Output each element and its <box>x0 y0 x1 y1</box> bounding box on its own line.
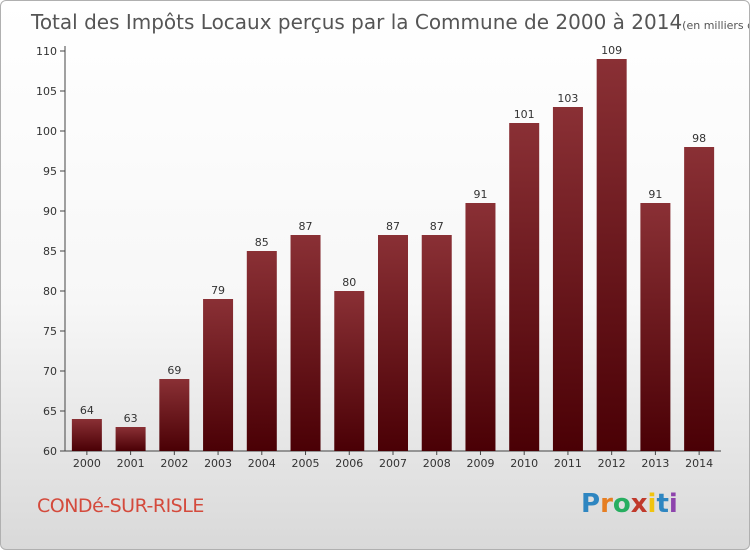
bar <box>465 203 496 451</box>
x-tick-label: 2006 <box>335 457 363 470</box>
bar <box>684 147 715 451</box>
x-tick-label: 2007 <box>379 457 407 470</box>
bar-value-label: 69 <box>167 364 181 377</box>
y-tick-label: 65 <box>43 405 57 418</box>
chart-title-unit: (en milliers d'€) <box>682 19 749 32</box>
x-tick-label: 2010 <box>510 457 538 470</box>
x-tick-label: 2003 <box>204 457 232 470</box>
chart-title: Total des Impôts Locaux perçus par la Co… <box>30 10 749 34</box>
logo-letter: t <box>656 489 669 519</box>
bar <box>640 203 671 451</box>
x-tick-label: 2002 <box>160 457 188 470</box>
chart-title-main: Total des Impôts Locaux perçus par la Co… <box>30 10 682 34</box>
y-tick-label: 90 <box>43 205 57 218</box>
y-tick-label: 80 <box>43 285 57 298</box>
x-tick-label: 2000 <box>73 457 101 470</box>
logo-letter: P <box>581 489 601 519</box>
y-tick-label: 60 <box>43 445 57 458</box>
bar-value-label: 63 <box>124 412 138 425</box>
bar <box>71 419 102 451</box>
commune-name: CONDé-SUR-RISLE <box>37 495 204 517</box>
bar <box>421 235 452 451</box>
bar-value-label: 80 <box>342 276 356 289</box>
logo-letter: r <box>600 489 613 519</box>
x-tick-label: 2001 <box>117 457 145 470</box>
y-tick-label: 95 <box>43 165 57 178</box>
y-tick-label: 100 <box>36 125 57 138</box>
x-tick-label: 2005 <box>292 457 320 470</box>
bar-value-label: 64 <box>80 404 94 417</box>
x-tick-label: 2012 <box>598 457 626 470</box>
x-tick-label: 2011 <box>554 457 582 470</box>
bar <box>596 59 627 451</box>
bar-value-label: 87 <box>299 220 313 233</box>
logo-letter: o <box>612 489 631 519</box>
x-tick-label: 2009 <box>466 457 494 470</box>
bar <box>509 123 540 451</box>
bar <box>378 235 408 451</box>
x-tick-label: 2014 <box>685 457 713 470</box>
bar-value-label: 91 <box>473 188 487 201</box>
bar <box>159 379 190 451</box>
bar <box>552 107 583 451</box>
logo-letter: i <box>668 489 678 519</box>
y-tick-label: 110 <box>36 45 57 58</box>
x-tick-label: 2008 <box>423 457 451 470</box>
x-tick-label: 2004 <box>248 457 276 470</box>
bar-value-label: 91 <box>648 188 662 201</box>
logo-letter: i <box>647 489 657 519</box>
bar-value-label: 109 <box>601 44 622 57</box>
bar-value-label: 101 <box>514 108 535 121</box>
bars: 64 63 69 79 85 87 80 87 87 91 101 103 109 91 98 <box>71 44 715 451</box>
y-tick-label: 70 <box>43 365 57 378</box>
bar <box>203 299 234 451</box>
bar-value-label: 103 <box>557 92 578 105</box>
bar-value-label: 79 <box>211 284 225 297</box>
y-tick-label: 85 <box>43 245 57 258</box>
logo-letter: x <box>630 489 648 519</box>
bar <box>334 291 365 451</box>
bar-value-label: 85 <box>255 236 269 249</box>
y-tick-label: 105 <box>36 85 57 98</box>
bar <box>246 251 277 451</box>
bar <box>290 235 321 451</box>
x-tick-label: 2013 <box>641 457 669 470</box>
bar-value-label: 87 <box>430 220 444 233</box>
bar-value-label: 98 <box>692 132 706 145</box>
bar <box>115 427 146 451</box>
bar-value-label: 87 <box>386 220 400 233</box>
proxiti-logo[interactable]: Proxiti <box>581 489 678 519</box>
y-tick-label: 75 <box>43 325 57 338</box>
axes: 60 65 70 75 80 85 90 95 100 105 110 2000 2001 2002 200… <box>36 45 721 470</box>
